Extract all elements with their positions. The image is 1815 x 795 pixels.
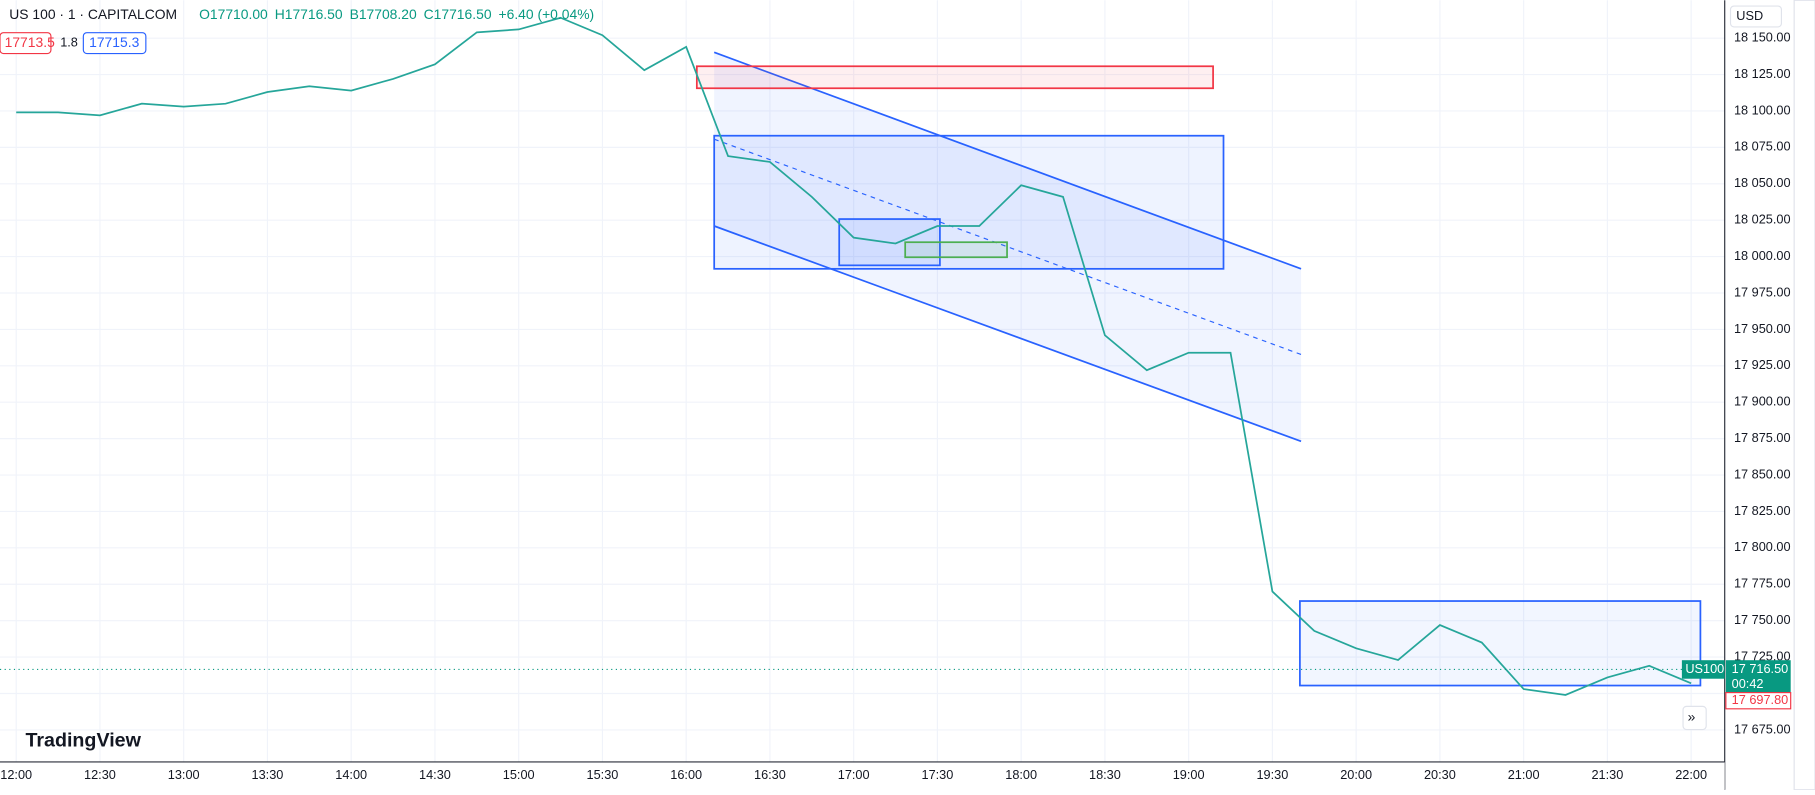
price-badge	[1725, 660, 1791, 693]
scroll-button[interactable]	[1682, 705, 1707, 731]
ask-box[interactable]	[82, 32, 147, 55]
y-tick-label: 17 800.00	[1734, 539, 1791, 554]
y-tick-label: 17 875.00	[1734, 430, 1791, 445]
x-tick-label: 16:30	[754, 767, 786, 782]
ohlc-value: H17716.50	[275, 6, 343, 22]
brand: TradingView	[25, 729, 141, 751]
x-tick-label: 14:00	[335, 767, 367, 782]
x-tick-label: 18:30	[1089, 767, 1121, 782]
x-tick-label: 12:00	[0, 767, 32, 782]
x-tick-label: 17:30	[922, 767, 954, 782]
channel-mid[interactable]	[713, 138, 1302, 356]
price-line	[16, 16, 1692, 696]
x-tick-label: 14:30	[419, 767, 451, 782]
y-tick-label: 18 150.00	[1734, 30, 1791, 45]
y-tick-label: 17 825.00	[1734, 503, 1791, 518]
ask: 17715.3	[89, 34, 139, 50]
zone-rect[interactable]	[713, 134, 1225, 270]
low-label: 17 697.80	[1732, 692, 1789, 707]
x-tick-label: 22:00	[1675, 767, 1707, 782]
spread: 1.8	[60, 34, 78, 49]
y-tick-label: 17 725.00	[1734, 648, 1791, 663]
y-tick-label: 17 925.00	[1734, 357, 1791, 372]
x-tick-label: 20:00	[1340, 767, 1372, 782]
y-tick-label: 17 950.00	[1734, 321, 1791, 336]
y-tick-label: 18 025.00	[1734, 212, 1791, 227]
low-badge	[1725, 692, 1792, 710]
zone-rect[interactable]	[1299, 600, 1702, 687]
y-tick-label: 18 075.00	[1734, 139, 1791, 154]
y-tick-label: 17 975.00	[1734, 284, 1791, 299]
bid-box[interactable]	[0, 32, 52, 55]
y-tick-label: 17 850.00	[1734, 466, 1791, 481]
ohlc-value: O17710.00	[199, 6, 268, 22]
scroll-icon: »	[1688, 709, 1696, 725]
last-tag: US100	[1685, 661, 1724, 676]
bid: 17713.5	[5, 34, 55, 50]
channel-line[interactable]	[713, 225, 1302, 443]
x-tick-label: 16:00	[670, 767, 702, 782]
x-tick-label: 21:00	[1508, 767, 1540, 782]
price-axis	[1724, 0, 1795, 790]
countdown: 00:42	[1732, 676, 1764, 691]
drawings	[695, 51, 1702, 687]
x-tick-label: 15:30	[587, 767, 619, 782]
x-tick-label: 21:30	[1591, 767, 1623, 782]
x-tick-label: 20:30	[1424, 767, 1456, 782]
currency-button[interactable]	[1729, 5, 1783, 28]
y-tick-label: 18 050.00	[1734, 175, 1791, 190]
zone-rect[interactable]	[904, 241, 1008, 259]
ohlc-value: +6.40 (+0.04%)	[498, 6, 594, 22]
x-tick-label: 19:30	[1256, 767, 1288, 782]
symbol: US 100 · 1 · CAPITALCOM	[9, 6, 177, 22]
y-tick-label: 17 675.00	[1734, 721, 1791, 736]
y-tick-label: 18 125.00	[1734, 66, 1791, 81]
time-axis	[0, 761, 1725, 790]
y-tick-label: 18 100.00	[1734, 102, 1791, 117]
x-tick-label: 13:30	[252, 767, 284, 782]
x-tick-label: 12:30	[84, 767, 116, 782]
ohlc-value: C17716.50	[424, 6, 492, 22]
last-price-label: 17 716.50	[1732, 661, 1789, 676]
y-tick-label: 17 750.00	[1734, 612, 1791, 627]
y-tick-label: 17 900.00	[1734, 394, 1791, 409]
x-tick-label: 13:00	[168, 767, 200, 782]
x-tick-label: 17:00	[838, 767, 870, 782]
zone-rect[interactable]	[695, 65, 1214, 90]
x-tick-label: 15:00	[503, 767, 535, 782]
y-tick-label: 17 775.00	[1734, 576, 1791, 591]
x-tick-label: 19:00	[1173, 767, 1205, 782]
y-tick-label: 18 000.00	[1734, 248, 1791, 263]
ohlc-value: B17708.20	[350, 6, 417, 22]
tag-bg	[1681, 660, 1725, 679]
toolbar	[1793, 0, 1815, 791]
currency: USD	[1736, 8, 1763, 23]
x-tick-label: 18:00	[1005, 767, 1037, 782]
